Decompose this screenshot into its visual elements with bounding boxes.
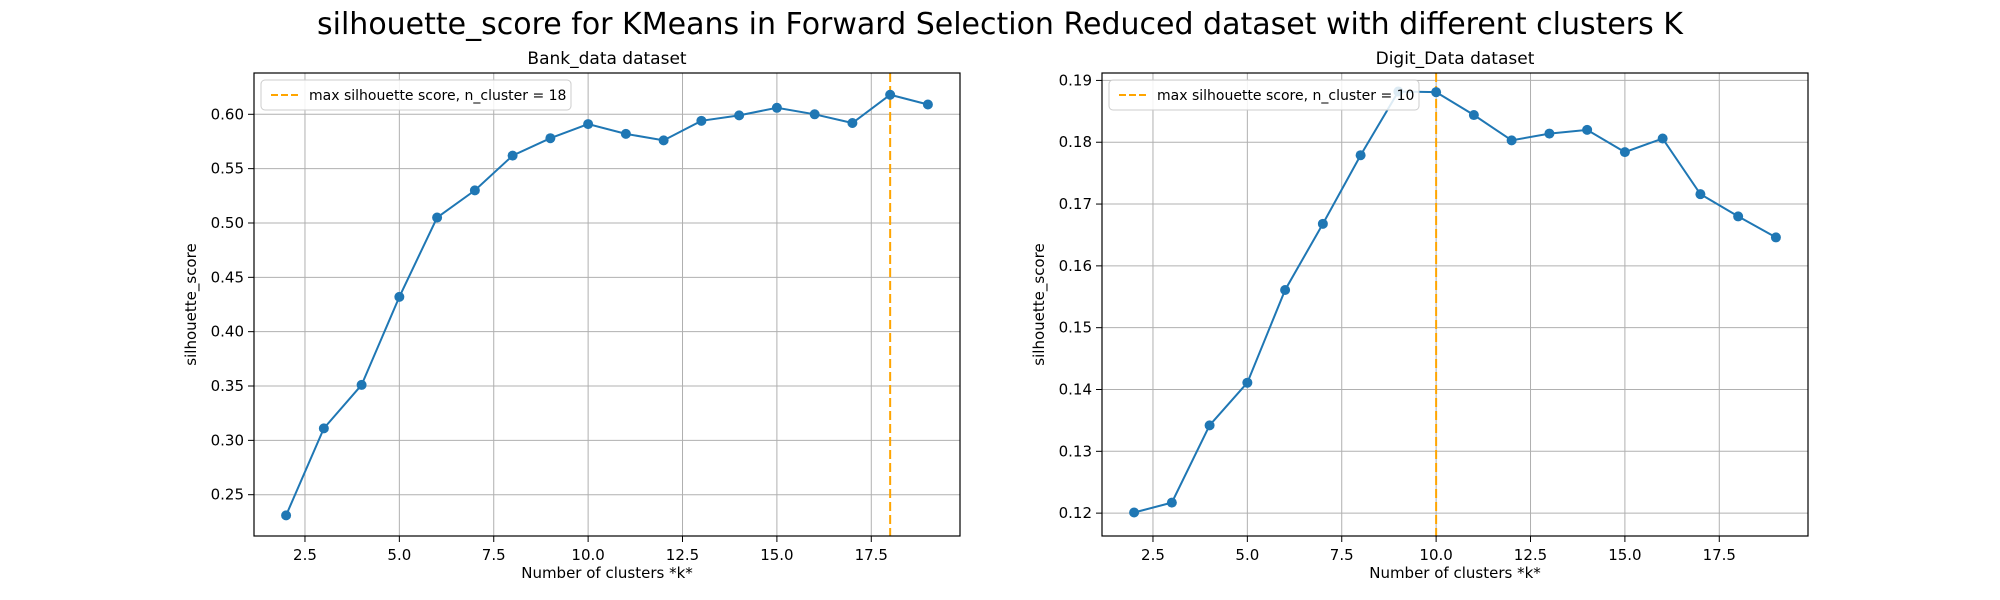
x-tick-label: 12.5 xyxy=(666,546,699,564)
y-axis-label: silhouette_score xyxy=(182,243,201,365)
data-point xyxy=(1242,377,1253,388)
y-tick-label: 0.60 xyxy=(211,105,244,123)
data-point xyxy=(1657,133,1668,144)
y-tick-label: 0.55 xyxy=(211,160,244,178)
data-point xyxy=(885,89,896,100)
series-line xyxy=(1133,90,1777,514)
legend-box xyxy=(1108,79,1420,111)
data-point xyxy=(1582,124,1593,135)
x-tick-label: 2.5 xyxy=(293,546,317,564)
x-tick-label: 5.0 xyxy=(387,546,411,564)
data-point xyxy=(1544,128,1555,139)
y-tick-label: 0.13 xyxy=(1059,442,1092,460)
x-tick-label: 15.0 xyxy=(760,546,793,564)
data-point xyxy=(432,212,443,223)
y-tick-label: 0.19 xyxy=(1059,71,1092,89)
y-tick-label: 0.40 xyxy=(211,323,244,341)
y-tick-label: 0.17 xyxy=(1059,195,1092,213)
data-point xyxy=(1468,110,1479,121)
data-point xyxy=(1166,497,1177,508)
data-point xyxy=(356,379,367,390)
x-tick-label: 17.5 xyxy=(1703,546,1736,564)
legend-label: max silhouette score, n_cluster = 10 xyxy=(1157,88,1414,104)
plots-container: 2.5 5.0 7.5 10.0 12.5 15.0 17.5 0.25 0.30 0.35 0.4… xyxy=(182,49,1809,582)
y-tick-label: 0.15 xyxy=(1059,319,1092,337)
y-tick-label: 0.14 xyxy=(1059,380,1092,398)
y-tick-label: 0.35 xyxy=(211,377,244,395)
x-axis-label: Number of clusters *k* xyxy=(521,564,693,582)
y-tick-label: 0.30 xyxy=(211,431,244,449)
data-point xyxy=(696,115,707,126)
data-point xyxy=(507,150,518,161)
data-point xyxy=(1129,507,1140,518)
axes-frame xyxy=(1101,72,1809,537)
data-point xyxy=(1619,147,1630,158)
data-point xyxy=(658,135,669,146)
y-tick-label: 0.16 xyxy=(1059,257,1092,275)
y-tick-label: 0.25 xyxy=(211,486,244,504)
y-tick-label: 0.12 xyxy=(1059,504,1092,522)
legend-label: max silhouette score, n_cluster = 18 xyxy=(309,88,566,104)
data-point xyxy=(1695,189,1706,200)
subplot-title: Digit_Data dataset xyxy=(1376,49,1535,69)
data-point xyxy=(318,423,329,434)
x-tick-label: 15.0 xyxy=(1608,546,1641,564)
y-tick-label: 0.45 xyxy=(211,268,244,286)
data-point xyxy=(583,119,594,130)
data-point xyxy=(734,110,745,121)
data-point xyxy=(1770,232,1781,243)
legend-box xyxy=(260,79,572,111)
legend: max silhouette score, n_cluster = 10 xyxy=(1108,79,1420,111)
x-tick-label: 5.0 xyxy=(1235,546,1259,564)
x-tick-label: 7.5 xyxy=(482,546,506,564)
data-point xyxy=(1317,218,1328,229)
x-tick-label: 2.5 xyxy=(1141,546,1165,564)
plot-area xyxy=(254,73,960,536)
subplot-title: Bank_data dataset xyxy=(527,49,687,69)
data-point xyxy=(545,133,556,144)
data-point xyxy=(469,185,480,196)
chart-panel-1: 2.5 5.0 7.5 10.0 12.5 15.0 17.5 0.25 0.30 0.35 0.4… xyxy=(182,49,961,582)
x-tick-label: 7.5 xyxy=(1330,546,1354,564)
data-point xyxy=(281,510,292,521)
data-point xyxy=(1280,284,1291,295)
y-tick-label: 0.50 xyxy=(211,214,244,232)
data-point xyxy=(1733,211,1744,222)
axes-frame xyxy=(253,72,961,537)
x-tick-label: 10.0 xyxy=(1419,546,1452,564)
data-point xyxy=(1355,150,1366,161)
x-axis-label: Number of clusters *k* xyxy=(1369,564,1541,582)
data-point xyxy=(1506,135,1517,146)
figure-title: silhouette_score for KMeans in Forward S… xyxy=(317,7,1684,42)
y-tick-label: 0.18 xyxy=(1059,133,1092,151)
y-axis-label: silhouette_score xyxy=(1030,243,1049,365)
data-point xyxy=(922,99,933,110)
plot-area xyxy=(1102,73,1808,536)
data-point xyxy=(809,109,820,120)
series-line xyxy=(285,93,929,516)
legend: max silhouette score, n_cluster = 18 xyxy=(260,79,572,111)
data-point xyxy=(847,117,858,128)
data-point xyxy=(394,291,405,302)
x-tick-label: 17.5 xyxy=(855,546,888,564)
data-point xyxy=(1204,420,1215,431)
data-point xyxy=(771,102,782,113)
data-point xyxy=(1431,87,1442,98)
data-point xyxy=(620,128,631,139)
chart-panel-2: 2.5 5.0 7.5 10.0 12.5 15.0 17.5 0.12 0.13 0.14 0.1… xyxy=(1030,49,1809,582)
x-tick-label: 12.5 xyxy=(1514,546,1547,564)
x-tick-label: 10.0 xyxy=(571,546,604,564)
